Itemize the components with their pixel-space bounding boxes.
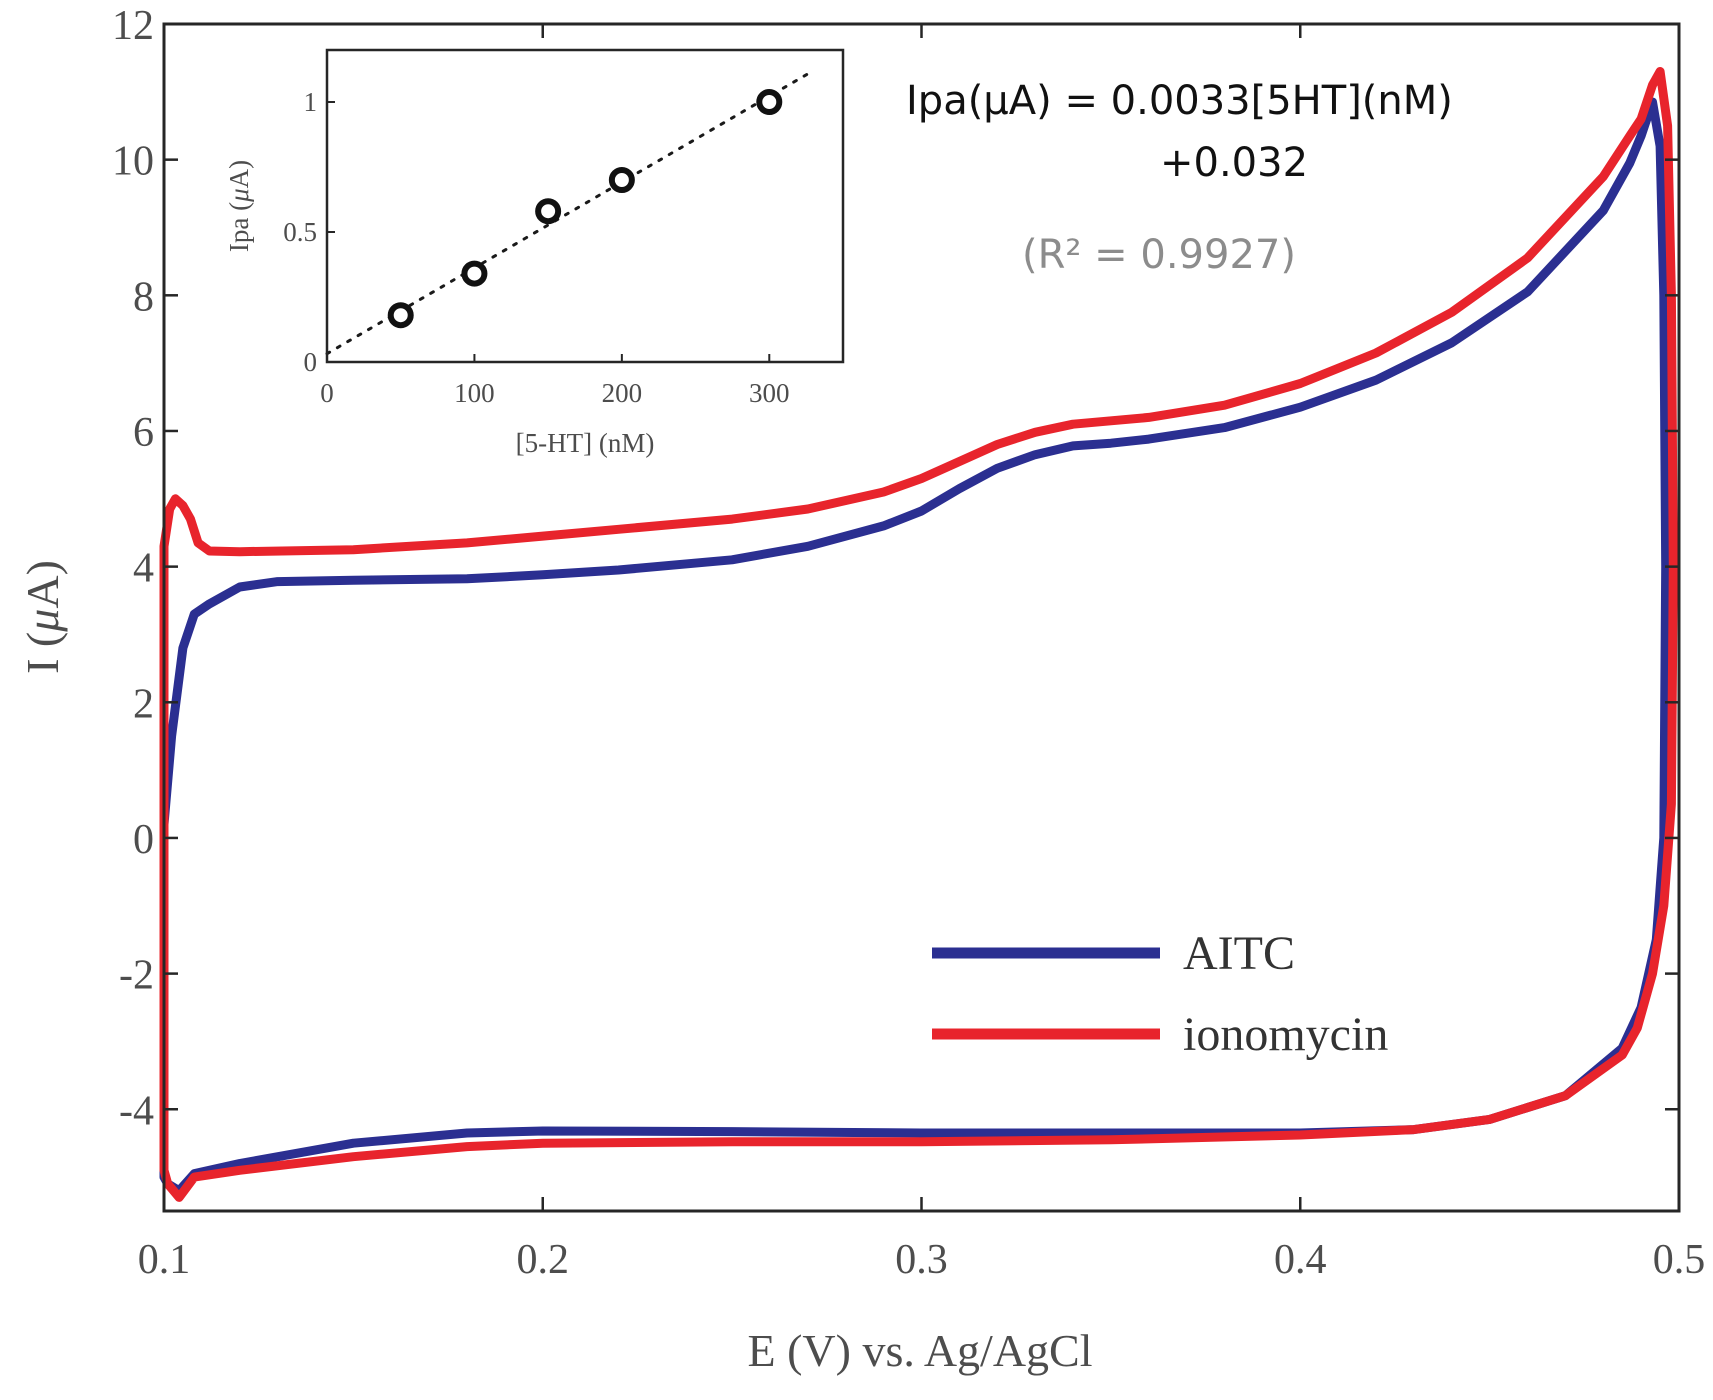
inset-plot-frame xyxy=(325,48,845,364)
main-x-tick-label: 0.1 xyxy=(138,1237,191,1283)
main-y-tick-label: -4 xyxy=(119,1088,154,1134)
series-line-ionomycin xyxy=(159,67,1678,1202)
main-y-tick-label: 4 xyxy=(133,546,154,592)
inset-x-axis-label: [5-HT] (nM) xyxy=(516,428,655,458)
inset-x-tick-label: 200 xyxy=(602,378,643,408)
main-x-axis-label: E (V) vs. Ag/AgCl xyxy=(748,1325,1093,1376)
main-y-tick-label: 2 xyxy=(133,681,154,727)
main-x-tick-label: 0.2 xyxy=(517,1237,570,1283)
inset-data-point xyxy=(387,302,414,329)
fit-r-squared: (R² = 0.9927) xyxy=(1022,232,1296,278)
main-y-axis-label-mu: μ xyxy=(17,609,68,633)
inset-y-axis-label-prefix: Ipa ( xyxy=(224,202,254,252)
inset-plot: 0 100 200 300 00.51 [5-HT] (nM) Ipa (μA) xyxy=(224,48,845,458)
inset-data-point xyxy=(608,167,635,193)
main-y-tick-label: 6 xyxy=(133,410,154,456)
inset-y-tick-label: 0.5 xyxy=(283,217,317,247)
main-x-tick-label: 0.5 xyxy=(1653,1237,1706,1283)
main-x-tick-label: 0.4 xyxy=(1274,1237,1327,1283)
inset-y-axis-label: Ipa (μA) xyxy=(224,160,254,252)
main-y-tick-label: 8 xyxy=(133,274,154,320)
main-y-tick-label: 10 xyxy=(112,139,154,185)
legend: AITC ionomycin xyxy=(932,927,1388,1061)
fit-annotation: Ipa(μA) = 0.0033[5HT](nM) +0.032 (R² = 0… xyxy=(906,78,1453,278)
main-x-ticks: 0.1 0.2 0.3 0.4 0.5 xyxy=(138,24,1706,1283)
main-y-tick-label: -2 xyxy=(119,953,154,999)
inset-fit-line xyxy=(325,69,815,356)
fit-equation-line2: +0.032 xyxy=(1160,140,1308,186)
inset-x-tick-label: 300 xyxy=(749,378,790,408)
inset-data-point xyxy=(535,198,562,225)
series-line-aitc xyxy=(159,97,1671,1196)
inset-y-tick-label: 1 xyxy=(304,87,318,117)
main-y-axis-label-suffix: A) xyxy=(17,560,68,609)
main-series-group xyxy=(159,67,1678,1202)
inset-y-axis-label-suffix: A) xyxy=(224,160,254,189)
main-x-tick-label: 0.3 xyxy=(895,1237,948,1283)
inset-x-tick-label: 0 xyxy=(320,378,334,408)
main-y-tick-label: 0 xyxy=(133,817,154,863)
inset-y-axis-label-mu: μ xyxy=(224,188,254,203)
inset-y-ticks: 00.51 xyxy=(283,87,335,377)
main-y-axis-label-prefix: I ( xyxy=(17,632,68,674)
inset-x-tick-label: 100 xyxy=(454,378,495,408)
fit-equation-line1: Ipa(μA) = 0.0033[5HT](nM) xyxy=(906,78,1453,124)
inset-x-ticks: 0 100 200 300 xyxy=(320,354,790,408)
inset-data-point xyxy=(756,89,783,115)
inset-y-tick-label: 0 xyxy=(304,347,318,377)
legend-label-ionomycin: ionomycin xyxy=(1183,1008,1388,1061)
inset-data-points xyxy=(387,89,783,329)
legend-label-aitc: AITC xyxy=(1183,927,1295,980)
main-y-axis-label: I (μA) xyxy=(17,560,68,674)
inset-data-point xyxy=(461,260,488,287)
main-y-tick-label: 12 xyxy=(112,3,154,49)
